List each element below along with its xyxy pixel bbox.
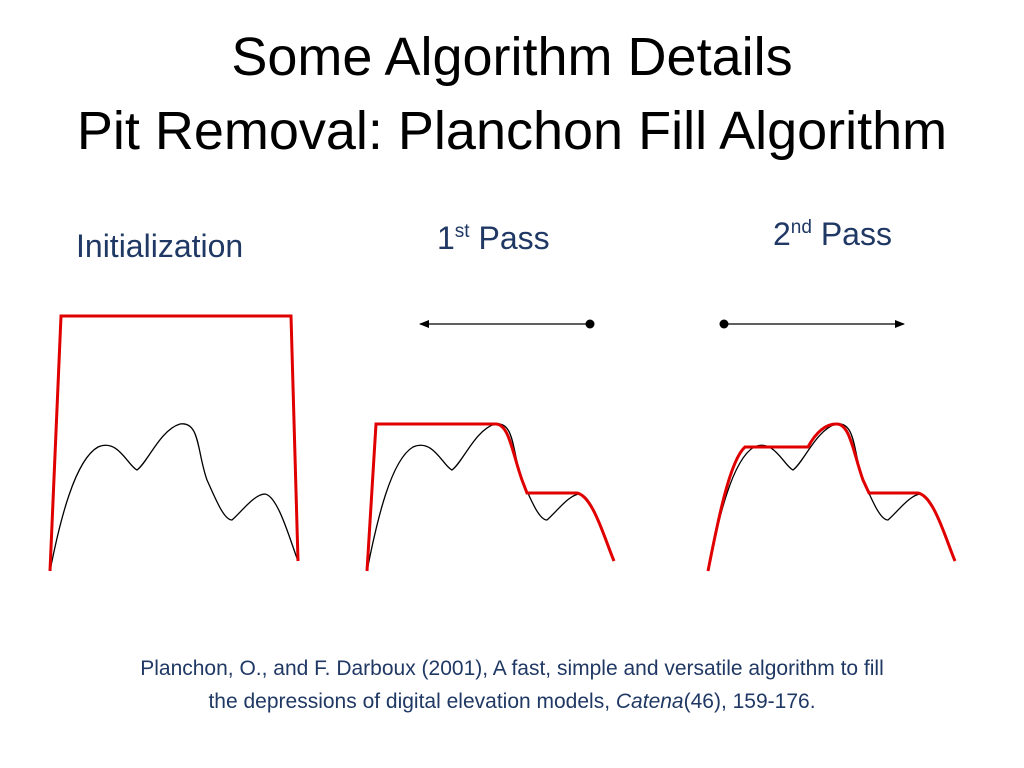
- label-initialization: Initialization: [76, 228, 244, 264]
- first-pass-suffix: st: [454, 221, 470, 242]
- arrow-start-dot: [585, 319, 595, 329]
- arrow-start-dot: [719, 319, 729, 329]
- citation-line-2-text: the depressions of digital elevation mod…: [208, 690, 611, 713]
- panel-first-pass: [365, 319, 616, 572]
- terrain-profile: [366, 423, 615, 572]
- citation-line-1: Planchon, O., and F. Darboux (2001), A f…: [140, 657, 884, 680]
- citation-volume-pages: (46), 159-176.: [683, 690, 816, 713]
- citation-line-2: the depressions of digital elevation mod…: [60, 685, 964, 718]
- citation-journal: Catena: [615, 690, 684, 713]
- panel-initialization: [48, 314, 300, 572]
- title-line-1: Some Algorithm Details: [231, 27, 793, 87]
- second-pass-suffix: nd: [790, 217, 812, 238]
- first-pass-number: 1: [437, 220, 455, 256]
- panel-second-pass: [706, 319, 957, 572]
- label-first-pass: 1st Pass: [437, 220, 550, 257]
- terrain-profile: [49, 423, 299, 572]
- citation: Planchon, O., and F. Darboux (2001), A f…: [60, 652, 964, 718]
- second-pass-number: 2: [773, 216, 791, 252]
- label-second-pass: 2nd Pass: [773, 216, 892, 253]
- first-pass-word: Pass: [478, 220, 550, 256]
- initial-water-surface: [48, 314, 300, 572]
- second-pass-word: Pass: [820, 216, 892, 252]
- water-surface-after-second-pass: [706, 422, 957, 572]
- title-line-2: Pit Removal: Planchon Fill Algorithm: [76, 101, 948, 161]
- water-surface-after-first-pass: [365, 422, 616, 572]
